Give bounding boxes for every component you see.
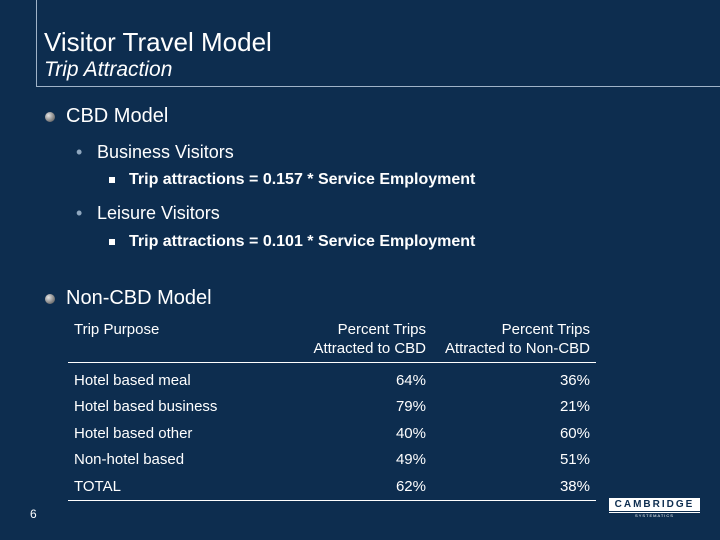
header-percent-noncbd: Percent Trips Attracted to Non-CBD: [444, 321, 590, 357]
noncbd-model-heading: Non-CBD Model: [66, 287, 212, 309]
row-percent-noncbd: 60%: [559, 424, 590, 442]
bullet-square-icon: [109, 177, 115, 183]
leisure-formula: Trip attractions = 0.101 * Service Emplo…: [129, 233, 476, 250]
table-header-row: Trip Purpose Percent Trips Attracted to …: [68, 320, 596, 363]
row-percent-cbd: 62%: [270, 473, 432, 501]
bullet-square-icon: [109, 239, 115, 245]
bullet-dot-icon: •: [76, 142, 83, 162]
row-percent-cbd: 49%: [395, 451, 426, 469]
table-row: Non-hotel based 49% 51%: [68, 447, 596, 474]
table-row: Hotel based meal 64% 36%: [68, 363, 596, 394]
title-horizontal-rule: [36, 86, 720, 87]
bullet-dot-icon: •: [76, 203, 83, 223]
row-percent-cbd: 79%: [395, 398, 426, 416]
leisure-visitors-label: Leisure Visitors: [97, 203, 220, 223]
table-row: Hotel based other 40% 60%: [68, 420, 596, 447]
table-row: Hotel based business 79% 21%: [68, 394, 596, 421]
row-purpose: Hotel based business: [74, 398, 218, 416]
cambridge-logo: CAMBRIDGE SYSTEMATICS: [609, 498, 700, 518]
business-visitors-label: Business Visitors: [97, 142, 234, 162]
bullet-sphere-icon: [45, 112, 55, 122]
header-trip-purpose: Trip Purpose: [74, 321, 160, 338]
header-percent-cbd: Percent Trips Attracted to CBD: [313, 321, 426, 357]
cbd-model-heading: CBD Model: [66, 105, 169, 127]
business-formula: Trip attractions = 0.157 * Service Emplo…: [129, 171, 476, 188]
row-percent-cbd: 64%: [395, 371, 426, 389]
logo-subtext: SYSTEMATICS: [609, 512, 700, 519]
row-percent-noncbd: 51%: [559, 451, 590, 469]
row-purpose: Hotel based other: [74, 424, 193, 442]
page-number: 6: [30, 507, 37, 521]
row-purpose: TOTAL: [68, 473, 270, 501]
row-percent-cbd: 40%: [395, 424, 426, 442]
slide-title: Visitor Travel Model: [44, 27, 272, 57]
row-purpose: Non-hotel based: [74, 451, 185, 469]
bullet-sphere-icon: [45, 294, 55, 304]
title-vertical-rule: [36, 0, 37, 86]
row-percent-noncbd: 21%: [559, 398, 590, 416]
trip-purpose-table: Trip Purpose Percent Trips Attracted to …: [68, 320, 596, 501]
row-percent-noncbd: 36%: [559, 371, 590, 389]
row-percent-noncbd: 38%: [432, 473, 596, 501]
logo-wordmark: CAMBRIDGE: [609, 498, 700, 511]
table-row-total: TOTAL 62% 38%: [68, 473, 596, 501]
slide-subtitle: Trip Attraction: [44, 58, 173, 81]
row-purpose: Hotel based meal: [74, 371, 191, 389]
